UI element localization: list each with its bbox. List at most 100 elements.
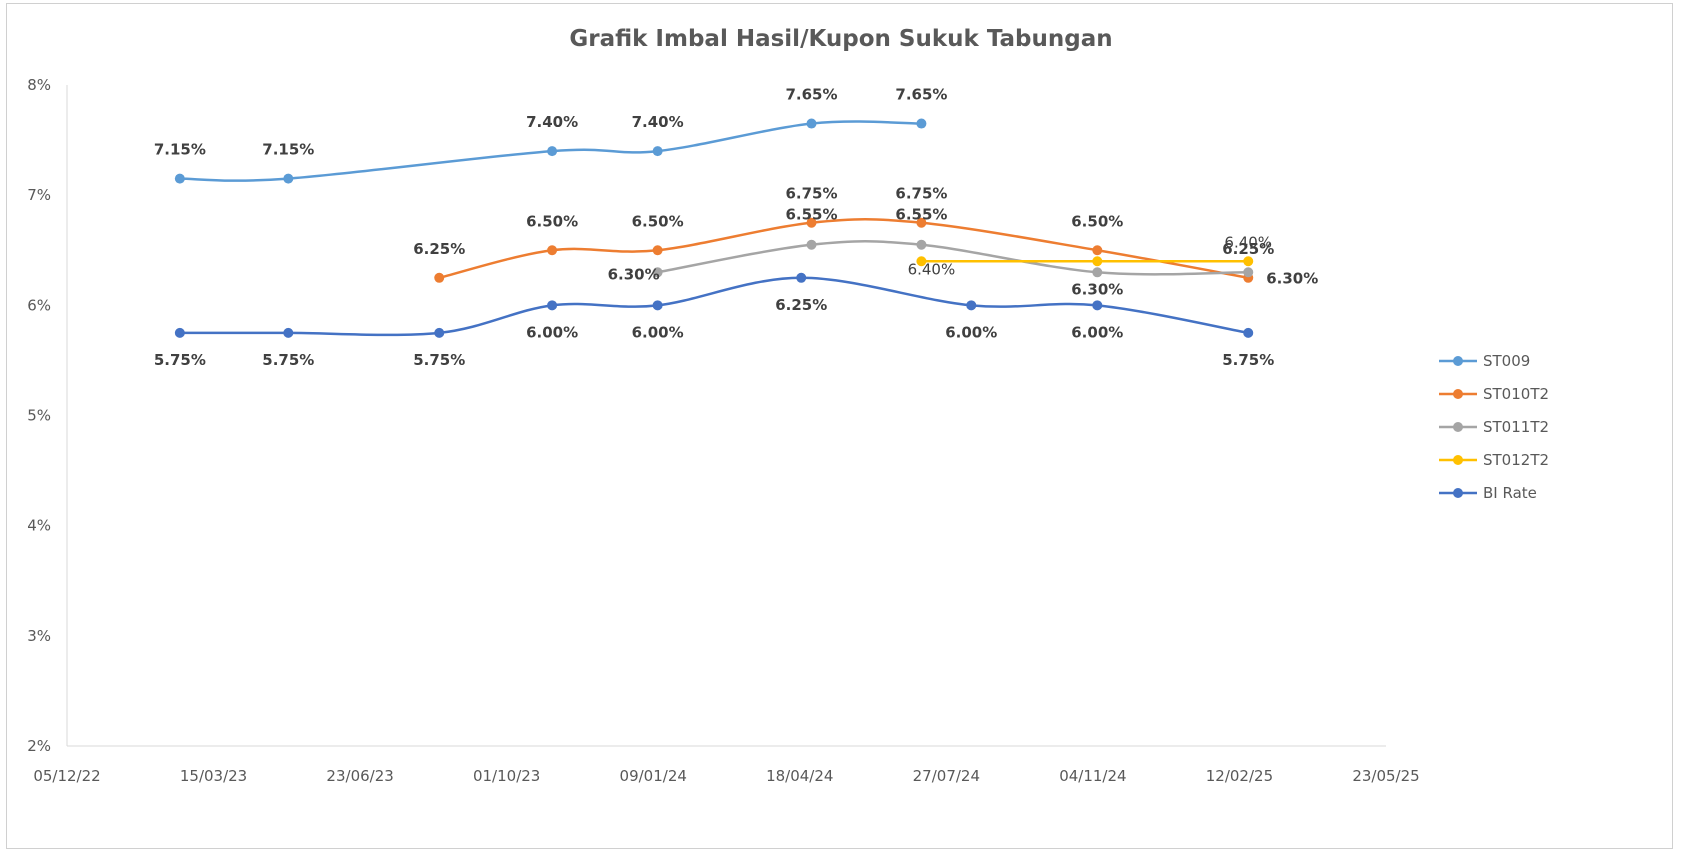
- x-tick-label: 23/06/23: [326, 767, 393, 785]
- data-label-bi-rate: 5.75%: [413, 351, 465, 369]
- x-tick-label: 09/01/24: [620, 767, 687, 785]
- data-label-st011t2: 6.30%: [1266, 269, 1318, 287]
- data-point-bi-rate: [966, 300, 977, 311]
- data-point-st010t2: [652, 245, 663, 256]
- x-tick-label: 23/05/25: [1352, 767, 1419, 785]
- chart-axes: 2% 3% 4% 5% 6% 7% 8% 05/12/22 15/03/23 23/06/23 01…: [27, 76, 1419, 785]
- y-tick-label: 4%: [27, 517, 51, 535]
- data-label-st009: 7.15%: [262, 141, 314, 159]
- legend-label: ST010T2: [1483, 385, 1549, 403]
- chart-title: Grafik Imbal Hasil/Kupon Sukuk Tabungan: [569, 26, 1112, 52]
- data-label-st009: 7.40%: [526, 113, 578, 131]
- data-point-st011t2: [916, 239, 927, 250]
- chart-legend: ST009 ST010T2 ST011T2 ST012T2 BI Rate: [1439, 352, 1549, 502]
- data-label-st009: 7.40%: [632, 113, 684, 131]
- x-tick-label: 15/03/23: [180, 767, 247, 785]
- data-label-st009: 7.65%: [895, 86, 947, 104]
- data-point-st010t2: [806, 217, 817, 228]
- data-point-st012t2: [1243, 256, 1254, 267]
- y-tick-label: 6%: [27, 296, 51, 314]
- data-label-bi-rate: 6.00%: [945, 323, 997, 341]
- chart-series: [174, 118, 1254, 338]
- data-point-st009: [806, 118, 817, 129]
- data-label-st011t2: 6.55%: [895, 206, 947, 224]
- data-point-bi-rate: [652, 300, 663, 311]
- chart-data-labels: 7.15% 7.15% 7.40% 7.40% 7.65% 7.65% 6.25% 6.50%…: [154, 86, 1318, 369]
- data-point-st011t2: [1243, 267, 1254, 278]
- data-point-bi-rate: [283, 327, 294, 338]
- legend-swatch-marker: [1453, 356, 1463, 366]
- data-point-st009: [547, 146, 558, 157]
- data-label-st010t2: 6.75%: [785, 185, 837, 203]
- data-label-st011t2: 6.55%: [785, 206, 837, 224]
- data-label-st010t2: 6.50%: [632, 212, 684, 230]
- data-point-st011t2: [652, 267, 663, 278]
- series-st009: [174, 118, 927, 184]
- data-point-bi-rate: [1243, 327, 1254, 338]
- legend-label: ST011T2: [1483, 418, 1549, 436]
- legend-item-st012t2: ST012T2: [1439, 451, 1549, 469]
- data-label-bi-rate: 6.00%: [526, 323, 578, 341]
- data-point-st012t2: [916, 256, 927, 267]
- data-point-st010t2: [1092, 245, 1103, 256]
- x-tick-label: 27/07/24: [913, 767, 980, 785]
- data-label-st009: 7.15%: [154, 141, 206, 159]
- data-label-st012t2: 6.40%: [908, 260, 956, 278]
- legend-label: ST012T2: [1483, 451, 1549, 469]
- legend-swatch-marker: [1453, 389, 1463, 399]
- data-label-bi-rate: 5.75%: [154, 351, 206, 369]
- chart-frame: Grafik Imbal Hasil/Kupon Sukuk Tabungan …: [6, 3, 1673, 849]
- data-point-st009: [174, 173, 185, 184]
- y-tick-label: 5%: [27, 407, 51, 425]
- data-label-bi-rate: 6.00%: [632, 323, 684, 341]
- data-label-bi-rate: 5.75%: [262, 351, 314, 369]
- data-point-st009: [916, 118, 927, 129]
- data-label-st009: 7.65%: [785, 86, 837, 104]
- data-label-st010t2: 6.50%: [526, 212, 578, 230]
- series-st011t2: [652, 239, 1254, 278]
- data-point-st010t2: [547, 245, 558, 256]
- series-line-st011t2: [656, 240, 1250, 276]
- data-point-bi-rate: [1092, 300, 1103, 311]
- data-point-bi-rate: [434, 327, 445, 338]
- legend-item-st009: ST009: [1439, 352, 1530, 370]
- data-point-bi-rate: [796, 272, 807, 283]
- legend-item-st010t2: ST010T2: [1439, 385, 1549, 403]
- data-point-bi-rate: [547, 300, 558, 311]
- data-label-st011t2: 6.30%: [1071, 280, 1123, 298]
- data-label-st010t2: 6.50%: [1071, 212, 1123, 230]
- y-tick-label: 8%: [27, 76, 51, 94]
- x-tick-label: 01/10/23: [473, 767, 540, 785]
- data-point-st011t2: [1092, 267, 1103, 278]
- x-tick-label: 12/02/25: [1206, 767, 1273, 785]
- data-point-st010t2: [434, 272, 445, 283]
- data-label-bi-rate: 5.75%: [1222, 351, 1274, 369]
- data-label-bi-rate: 6.00%: [1071, 323, 1123, 341]
- legend-item-bi-rate: BI Rate: [1439, 484, 1537, 502]
- data-label-st010t2: 6.75%: [895, 185, 947, 203]
- data-point-st010t2: [916, 217, 927, 228]
- legend-label: ST009: [1483, 352, 1530, 370]
- data-point-st011t2: [806, 239, 817, 250]
- series-st012t2: [916, 256, 1254, 267]
- data-point-st009: [283, 173, 294, 184]
- legend-label: BI Rate: [1483, 484, 1537, 502]
- legend-item-st011t2: ST011T2: [1439, 418, 1549, 436]
- x-tick-label: 05/12/22: [33, 767, 100, 785]
- data-label-bi-rate: 6.25%: [775, 296, 827, 314]
- y-tick-label: 2%: [27, 737, 51, 755]
- y-tick-label: 7%: [27, 186, 51, 204]
- data-point-st012t2: [1092, 256, 1103, 267]
- series-line-bi-rate: [178, 276, 1250, 337]
- y-tick-label: 3%: [27, 627, 51, 645]
- data-point-bi-rate: [174, 327, 185, 338]
- chart-canvas: Grafik Imbal Hasil/Kupon Sukuk Tabungan …: [27, 26, 1549, 785]
- legend-swatch-marker: [1453, 488, 1463, 498]
- data-label-st012t2: 6.40%: [1224, 233, 1272, 251]
- data-label-st010t2: 6.25%: [413, 240, 465, 258]
- series-bi-rate: [174, 272, 1254, 338]
- data-point-st009: [652, 146, 663, 157]
- data-label-st010t2: 6.25%: [1222, 240, 1274, 258]
- x-tick-label: 04/11/24: [1059, 767, 1126, 785]
- legend-swatch-marker: [1453, 455, 1463, 465]
